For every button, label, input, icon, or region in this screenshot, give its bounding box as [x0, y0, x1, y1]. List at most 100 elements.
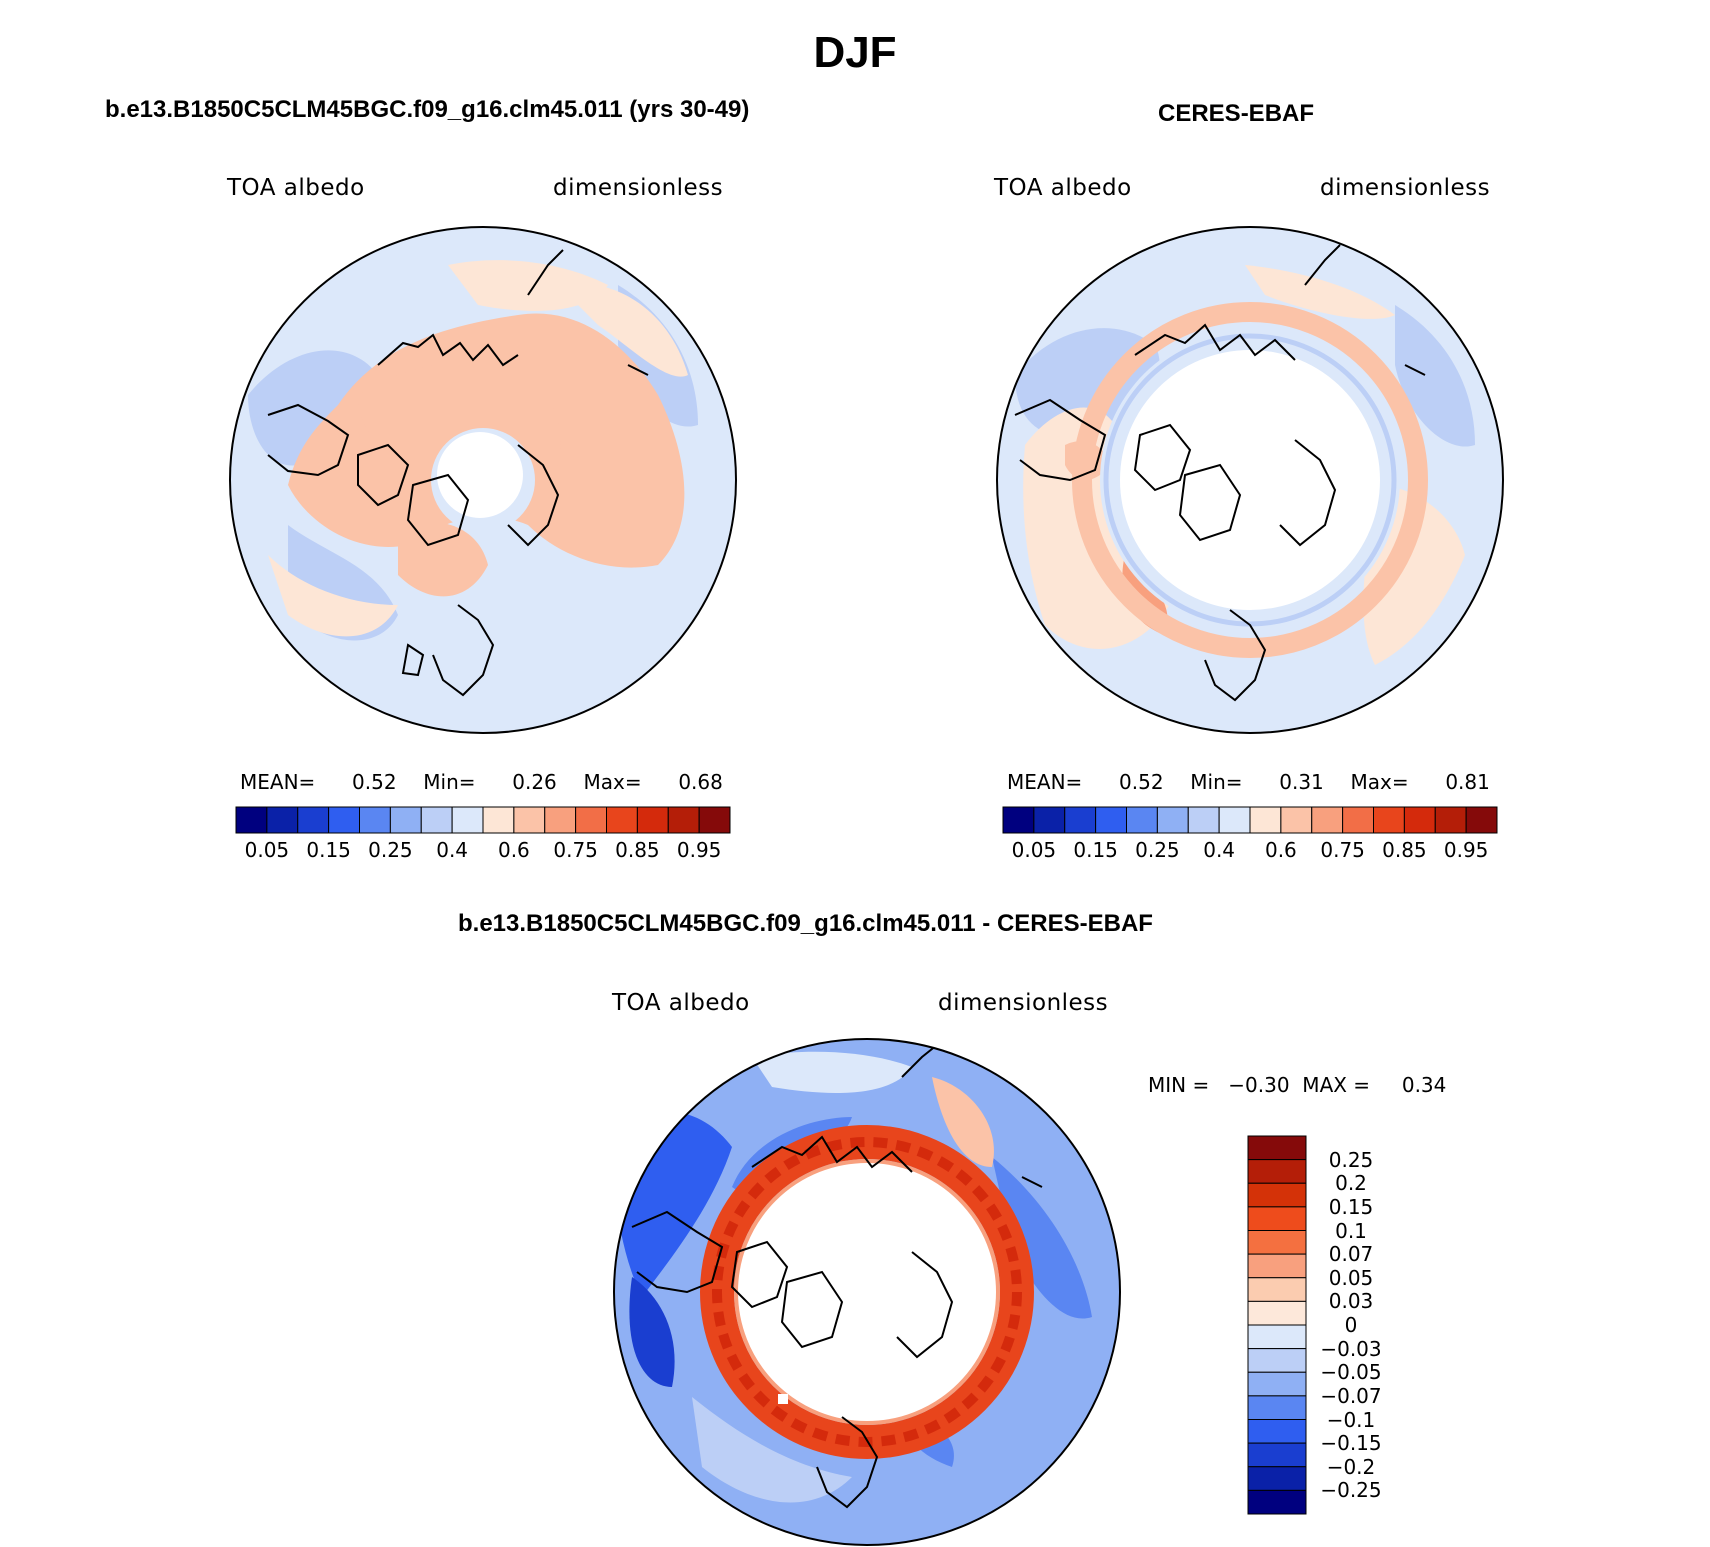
diff-colorbar-box: [1247, 1135, 1307, 1161]
diff-colorbar-box: [1247, 1324, 1307, 1350]
model-stats: MEAN= 0.52 Min= 0.26 Max= 0.68: [240, 770, 723, 794]
colorbar-box: [513, 806, 546, 834]
colorbar-box: [1064, 806, 1097, 834]
colorbar-box: [389, 806, 422, 834]
colorbar-tick-label: 0.25: [368, 838, 413, 862]
colorbar-box: [1002, 806, 1035, 834]
colorbar-tick-label: 0.6: [497, 838, 530, 862]
obs-case-title: CERES-EBAF: [1158, 100, 1315, 127]
obs-stats: MEAN= 0.52 Min= 0.31 Max= 0.81: [1007, 770, 1490, 794]
colorbar-box: [667, 806, 700, 834]
colorbar-box: [606, 806, 638, 834]
diff-case-title: b.e13.B1850C5CLM45BGC.f09_g16.clm45.011 …: [458, 910, 1153, 937]
max-label: Max=: [583, 770, 642, 794]
colorbar-box: [1126, 806, 1158, 834]
mean-value: 0.52: [1119, 770, 1164, 794]
diff-colorbar-box: [1247, 1277, 1307, 1302]
obs-polar-map: [996, 226, 1504, 734]
diff-colorbar-tick-label: −0.1: [1326, 1407, 1376, 1432]
colorbar-box: [544, 806, 577, 834]
diff-colorbar-tick-label: −0.15: [1320, 1431, 1382, 1456]
colorbar-box: [1218, 806, 1251, 834]
colorbar-tick-label: 0.05: [244, 838, 290, 862]
figure-title: DJF: [813, 28, 897, 77]
min-label: Min=: [423, 770, 476, 794]
colorbar-box: [1373, 806, 1405, 834]
colorbar-box: [1434, 806, 1467, 834]
model-colorbar: [235, 806, 731, 834]
mean-label: MEAN=: [240, 770, 316, 794]
diff-colorbar-tick-label: 0.07: [1328, 1242, 1374, 1267]
colorbar-tick-label: 0.4: [436, 838, 469, 862]
colorbar-box: [297, 806, 330, 834]
diff-colorbar-box: [1247, 1348, 1307, 1373]
colorbar-tick-label: 0.25: [1135, 838, 1180, 862]
colorbar-tick-label: 0.4: [1203, 838, 1236, 862]
colorbar-tick-label: 0.95: [676, 838, 722, 862]
colorbar-box: [1187, 806, 1220, 834]
diff-colorbar-tick-label: 0: [1344, 1313, 1358, 1337]
colorbar-box: [636, 806, 669, 834]
diff-colorbar-tick-label: −0.03: [1320, 1336, 1382, 1361]
colorbar-box: [451, 806, 484, 834]
diff-colorbar-box: [1247, 1419, 1307, 1444]
model-variable-label: TOA albedo: [227, 175, 365, 201]
colorbar-box: [328, 806, 360, 834]
colorbar-box: [698, 806, 731, 834]
obs-colorbar-ticks: 0.05 0.15 0.25 0.4 0.6 0.75 0.85 0.95: [1003, 838, 1497, 864]
max-value: 0.68: [678, 770, 723, 794]
diff-colorbar-box: [1247, 1442, 1307, 1468]
diff-polar-map: [613, 1038, 1121, 1546]
colorbar-tick-label: 0.05: [1011, 838, 1057, 862]
diff-colorbar-box: [1247, 1253, 1307, 1279]
obs-colorbar: [1002, 806, 1498, 834]
colorbar-box: [359, 806, 391, 834]
model-polar-map: [229, 226, 737, 734]
mean-value: 0.52: [352, 770, 397, 794]
diff-colorbar-box: [1247, 1230, 1307, 1255]
model-case-title: b.e13.B1850C5CLM45BGC.f09_g16.clm45.011 …: [105, 96, 750, 123]
min-label: Min=: [1190, 770, 1243, 794]
diff-colorbar-tick-label: −0.07: [1320, 1383, 1382, 1408]
colorbar-box: [1033, 806, 1066, 834]
colorbar-box: [420, 806, 453, 834]
colorbar-box: [1465, 806, 1498, 834]
colorbar-box: [482, 806, 515, 834]
min-value: 0.31: [1279, 770, 1324, 794]
diff-colorbar-ticks: 0.25 0.2 0.15 0.1 0.07 0.05 0.03 0 −0.03 −0.05 −0.…: [1316, 1136, 1406, 1514]
colorbar-tick-label: 0.75: [553, 838, 598, 862]
max-label: Max=: [1350, 770, 1409, 794]
colorbar-tick-label: 0.85: [1382, 838, 1427, 862]
diff-colorbar-tick-label: −0.05: [1320, 1360, 1382, 1385]
colorbar-box: [1403, 806, 1436, 834]
colorbar-tick-label: 0.75: [1320, 838, 1365, 862]
diff-colorbar-tick-label: 0.25: [1328, 1147, 1374, 1172]
diff-colorbar-box: [1247, 1371, 1307, 1397]
diff-variable-label: TOA albedo: [612, 990, 750, 1016]
colorbar-tick-label: 0.95: [1443, 838, 1489, 862]
colorbar-box: [575, 806, 607, 834]
model-units-label: dimensionless: [553, 175, 724, 201]
colorbar-tick-label: 0.85: [615, 838, 660, 862]
colorbar-box: [1280, 806, 1313, 834]
diff-colorbar-tick-label: 0.15: [1328, 1194, 1374, 1219]
colorbar-box: [1311, 806, 1344, 834]
model-colorbar-ticks: 0.05 0.15 0.25 0.4 0.6 0.75 0.85 0.95: [236, 838, 730, 864]
diff-colorbar-tick-label: 0.1: [1335, 1218, 1367, 1243]
obs-variable-label: TOA albedo: [994, 175, 1132, 201]
diff-colorbar-tick-label: 0.03: [1328, 1289, 1374, 1314]
diff-colorbar-tick-label: −0.25: [1320, 1478, 1382, 1503]
diff-colorbar-box: [1247, 1466, 1307, 1491]
diff-colorbar: [1247, 1135, 1307, 1515]
colorbar-tick-label: 0.15: [306, 838, 351, 862]
min-value: 0.26: [512, 770, 557, 794]
colorbar-tick-label: 0.15: [1073, 838, 1118, 862]
mean-label: MEAN=: [1007, 770, 1083, 794]
diff-minmax-label: MIN = −0.30 MAX = 0.34: [1148, 1073, 1447, 1097]
max-value: 0.81: [1445, 770, 1490, 794]
colorbar-tick-label: 0.6: [1264, 838, 1297, 862]
diff-colorbar-box: [1247, 1395, 1307, 1420]
colorbar-box: [1156, 806, 1189, 834]
obs-units-label: dimensionless: [1320, 175, 1491, 201]
diff-colorbar-box: [1247, 1300, 1307, 1326]
